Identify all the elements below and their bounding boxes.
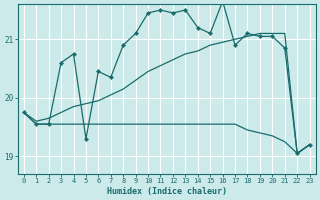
X-axis label: Humidex (Indice chaleur): Humidex (Indice chaleur) bbox=[107, 187, 227, 196]
